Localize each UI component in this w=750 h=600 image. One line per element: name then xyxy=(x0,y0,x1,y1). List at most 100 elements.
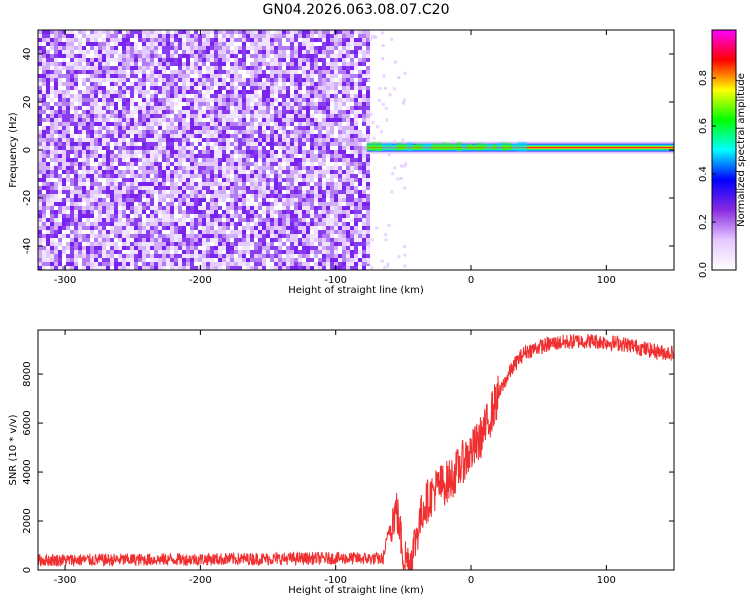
noise-cell xyxy=(266,62,270,66)
noise-cell xyxy=(62,34,66,38)
noise-cell xyxy=(78,90,82,94)
noise-cell xyxy=(371,120,375,124)
noise-cell xyxy=(46,90,50,94)
noise-cell xyxy=(106,218,110,222)
noise-cell xyxy=(158,198,162,202)
noise-cell xyxy=(130,250,134,254)
noise-cell xyxy=(98,202,102,206)
noise-cell xyxy=(262,266,266,270)
noise-cell xyxy=(222,58,226,62)
noise-cell xyxy=(82,262,86,266)
noise-cell xyxy=(202,82,206,86)
noise-cell xyxy=(158,38,162,42)
noise-cell xyxy=(150,170,154,174)
noise-cell xyxy=(338,258,342,262)
noise-cell xyxy=(130,46,134,50)
noise-cell xyxy=(274,70,278,74)
noise-cell xyxy=(198,150,202,154)
noise-cell xyxy=(262,142,266,146)
noise-cell xyxy=(290,238,294,242)
noise-cell xyxy=(194,210,198,214)
noise-cell xyxy=(114,158,118,162)
noise-cell xyxy=(178,130,182,134)
noise-cell xyxy=(314,50,318,54)
noise-cell xyxy=(74,266,78,270)
noise-cell xyxy=(246,206,250,210)
noise-cell xyxy=(250,38,254,42)
noise-cell xyxy=(234,46,238,50)
noise-cell xyxy=(142,134,146,138)
noise-cell xyxy=(102,54,106,58)
noise-cell xyxy=(94,246,98,250)
noise-cell xyxy=(338,58,342,62)
noise-cell xyxy=(74,234,78,238)
noise-cell xyxy=(302,78,306,82)
noise-cell xyxy=(322,238,326,242)
noise-cell xyxy=(238,262,242,266)
noise-cell xyxy=(342,98,346,102)
noise-cell xyxy=(366,122,370,126)
noise-cell xyxy=(226,238,230,242)
noise-cell xyxy=(342,46,346,50)
noise-cell xyxy=(262,74,266,78)
noise-cell xyxy=(262,94,266,98)
noise-cell xyxy=(50,190,54,194)
noise-cell xyxy=(306,242,310,246)
noise-cell xyxy=(294,142,298,146)
noise-cell xyxy=(286,218,290,222)
noise-cell xyxy=(138,158,142,162)
noise-cell xyxy=(206,266,210,270)
noise-cell xyxy=(198,138,202,142)
noise-cell xyxy=(258,114,262,118)
noise-cell xyxy=(66,98,70,102)
noise-cell xyxy=(214,134,218,138)
noise-cell xyxy=(266,186,270,190)
noise-cell xyxy=(342,222,346,226)
noise-cell xyxy=(118,198,122,202)
noise-cell xyxy=(54,198,58,202)
noise-cell xyxy=(254,94,258,98)
noise-cell xyxy=(298,146,302,150)
noise-cell xyxy=(330,34,334,38)
noise-cell xyxy=(66,154,70,158)
noise-cell xyxy=(234,242,238,246)
noise-cell xyxy=(306,166,310,170)
noise-cell xyxy=(258,42,262,46)
noise-cell xyxy=(158,142,162,146)
noise-cell xyxy=(162,50,166,54)
noise-cell xyxy=(82,190,86,194)
spectrogram-ylabel: Frequency (Hz) xyxy=(8,112,19,188)
noise-cell xyxy=(294,50,298,54)
noise-cell xyxy=(54,234,58,238)
noise-cell xyxy=(226,122,230,126)
noise-cell xyxy=(190,218,194,222)
noise-cell xyxy=(54,154,58,158)
noise-cell xyxy=(46,50,50,54)
noise-cell xyxy=(238,74,242,78)
noise-cell xyxy=(198,174,202,178)
noise-cell xyxy=(310,90,314,94)
noise-cell xyxy=(98,142,102,146)
noise-cell xyxy=(274,182,278,186)
noise-cell xyxy=(330,254,334,258)
noise-cell xyxy=(302,214,306,218)
noise-cell xyxy=(202,98,206,102)
noise-cell xyxy=(266,50,270,54)
noise-cell xyxy=(114,166,118,170)
noise-cell xyxy=(182,118,186,122)
noise-cell xyxy=(306,110,310,114)
noise-cell xyxy=(194,114,198,118)
noise-cell xyxy=(278,194,282,198)
noise-cell xyxy=(194,170,198,174)
noise-cell xyxy=(110,30,114,34)
noise-cell xyxy=(226,146,230,150)
noise-cell xyxy=(158,218,162,222)
noise-cell xyxy=(210,206,214,210)
noise-cell xyxy=(42,70,46,74)
noise-cell xyxy=(94,78,98,82)
noise-cell xyxy=(294,110,298,114)
noise-cell xyxy=(170,254,174,258)
noise-cell xyxy=(358,70,362,74)
noise-cell xyxy=(266,78,270,82)
